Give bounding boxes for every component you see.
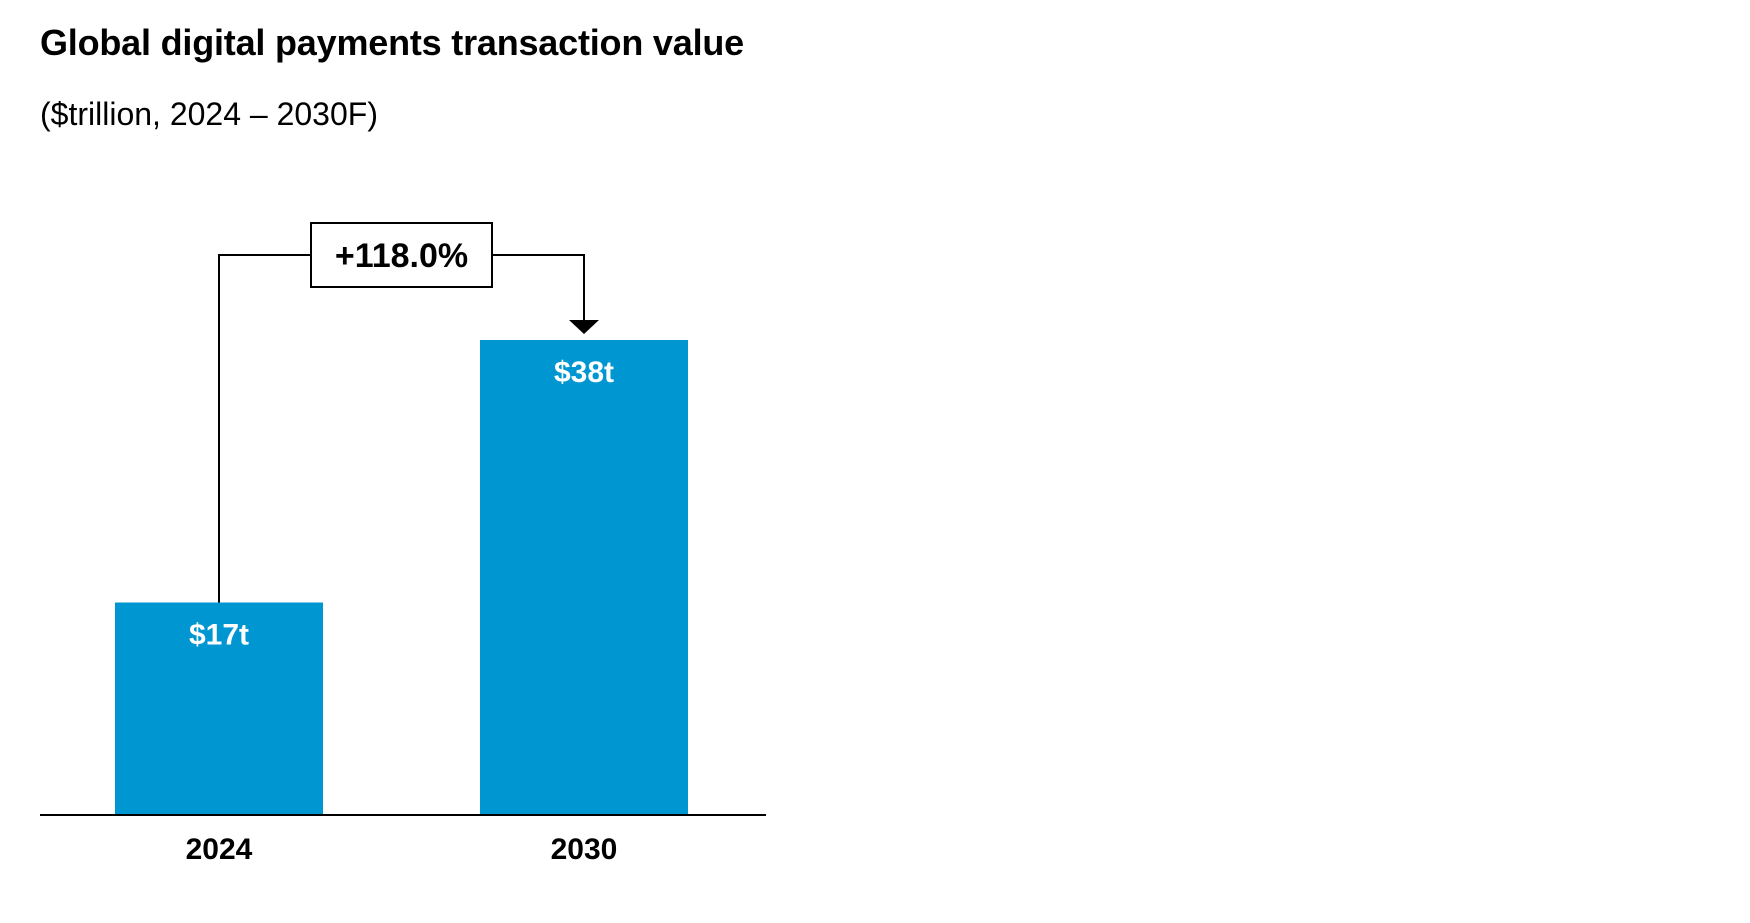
annotation-arrow-head [569,320,599,334]
annotation-connector-left [218,254,311,603]
bar-2030 [480,340,688,815]
x-tick-label-2024: 2024 [186,833,253,866]
annotation-box [310,222,493,288]
chart-title: Global digital payments transaction valu… [40,22,744,63]
data-label-2030: $38t [554,356,614,389]
data-label-2024: $17t [189,619,249,652]
x-tick-label-2030: 2030 [551,833,618,866]
annotation-label: +118.0% [335,237,468,275]
annotation-connector-right [492,254,585,322]
bar-2024 [115,602,323,815]
chart-subtitle: ($trillion, 2024 – 2030F) [40,96,378,132]
